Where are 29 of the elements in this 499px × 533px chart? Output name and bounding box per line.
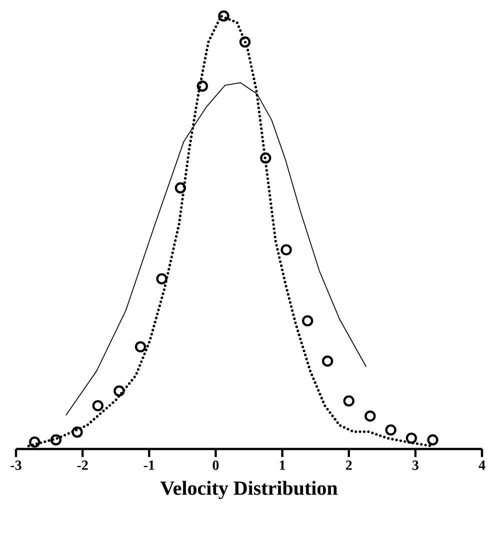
point <box>385 424 396 436</box>
point <box>302 315 314 326</box>
point <box>260 152 272 164</box>
point <box>343 395 354 407</box>
point <box>280 244 292 256</box>
point <box>134 341 146 352</box>
point <box>92 400 104 412</box>
point <box>114 385 125 397</box>
point <box>50 434 62 446</box>
point <box>427 434 438 446</box>
x-tick-label: -2 <box>77 460 88 470</box>
x-tick-label: 0 <box>212 460 219 470</box>
point <box>72 426 83 438</box>
point <box>29 436 40 448</box>
point <box>364 410 376 422</box>
x-axis-title: Velocity Distribution <box>160 480 338 500</box>
x-tick-label: -1 <box>144 460 154 470</box>
point <box>218 10 230 22</box>
x-tick-label: 2 <box>346 460 352 470</box>
point <box>156 273 168 284</box>
point <box>406 432 418 444</box>
x-tick-label: 3 <box>412 460 418 470</box>
x-tick-label: 1 <box>280 460 286 470</box>
point <box>196 80 208 92</box>
point <box>322 356 334 367</box>
x-tick-label: -3 <box>10 460 22 470</box>
point <box>174 182 186 194</box>
x-tick-label: 4 <box>478 460 486 470</box>
point <box>239 36 251 48</box>
